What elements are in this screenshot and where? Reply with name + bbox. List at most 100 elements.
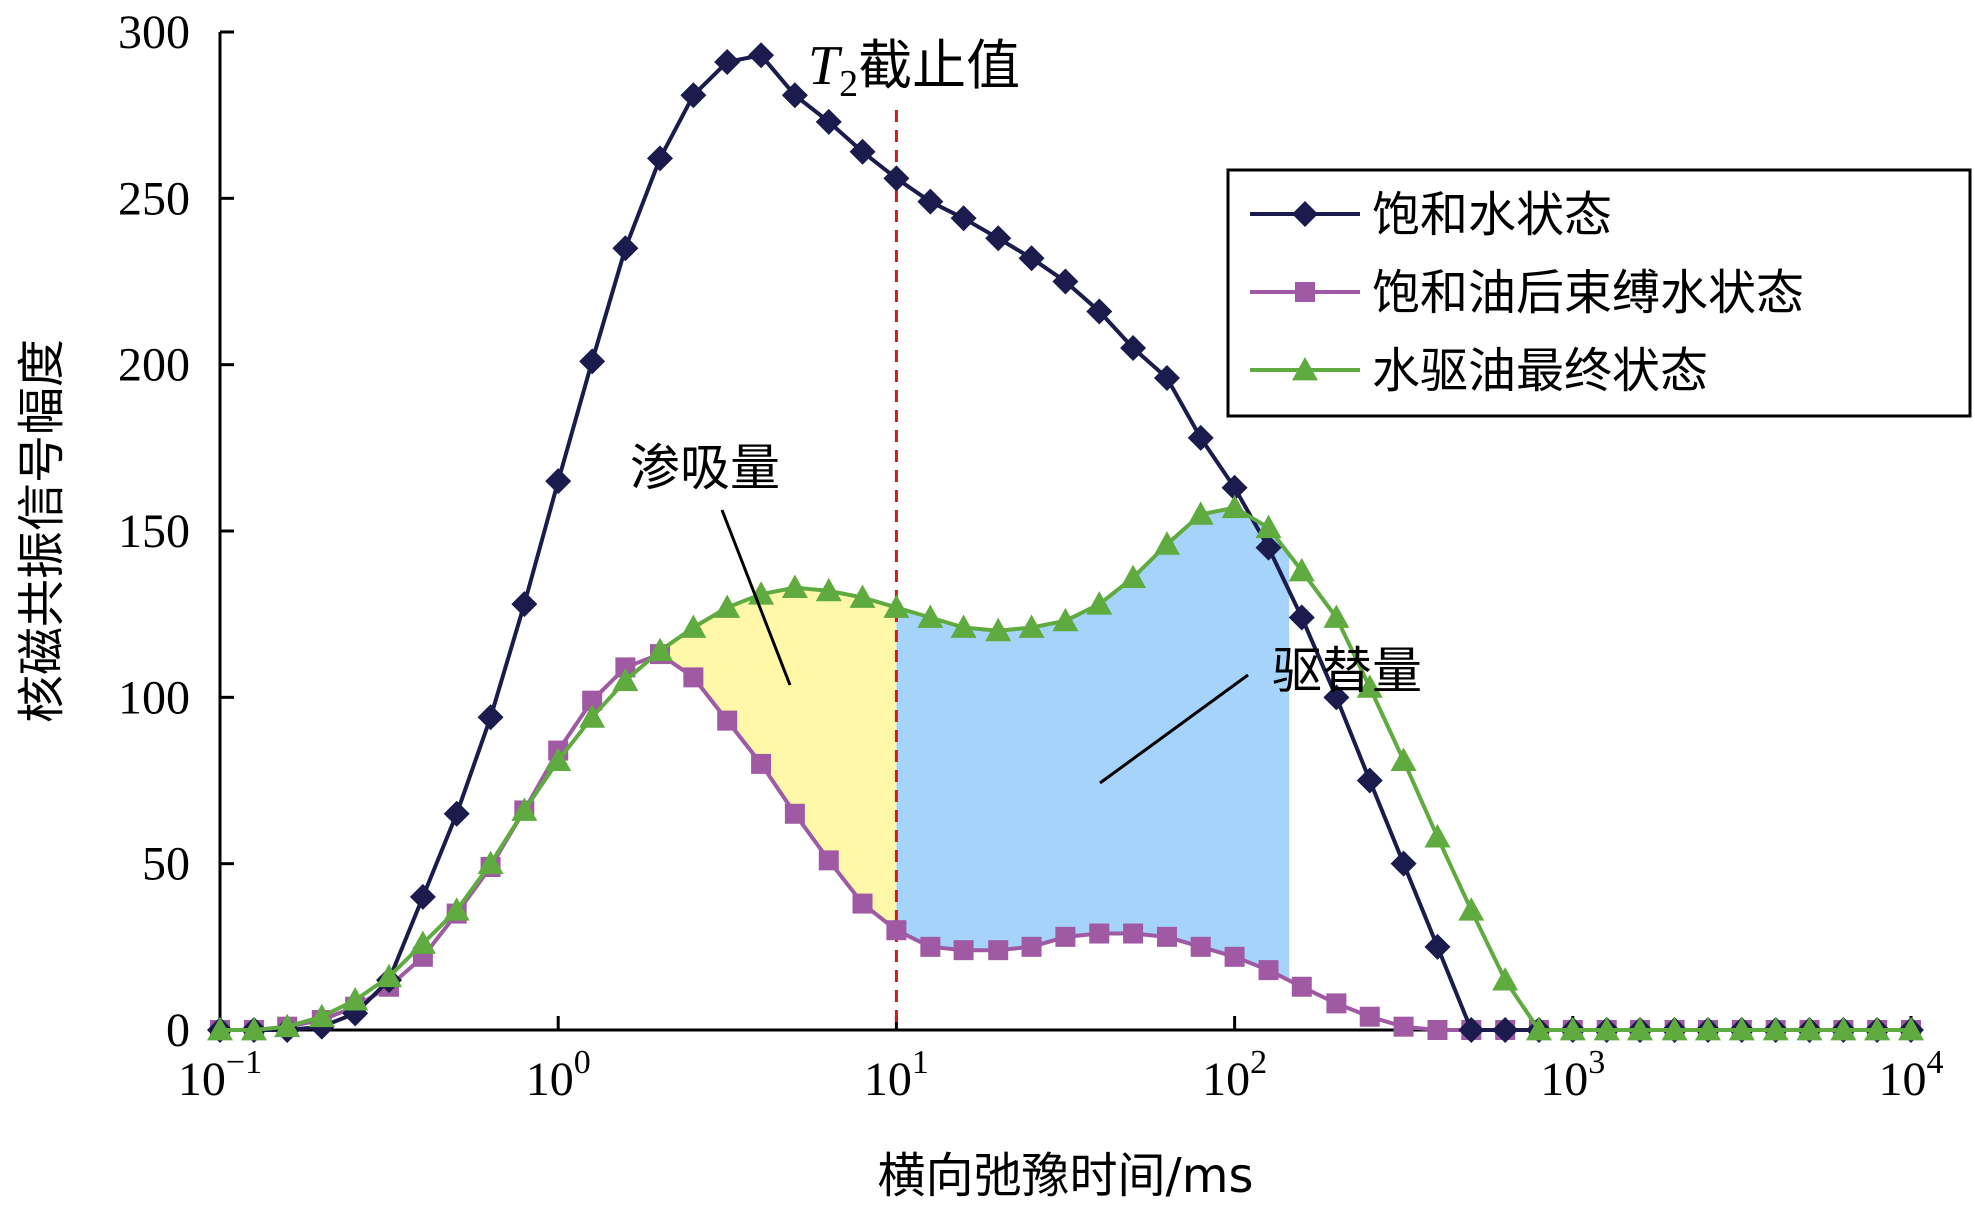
data-point-square xyxy=(717,710,738,731)
legend-label: 饱和油后束缚水状态 xyxy=(1372,265,1804,321)
data-point-triangle xyxy=(1796,1017,1823,1041)
data-point-triangle xyxy=(1356,674,1383,698)
data-point-triangle xyxy=(1153,531,1180,555)
y-tick-label: 150 xyxy=(118,505,190,558)
data-point-triangle xyxy=(849,584,876,608)
x-tick-label: 10−1 xyxy=(178,1044,262,1106)
data-point-diamond xyxy=(579,348,606,375)
data-point-square xyxy=(1291,976,1312,997)
data-point-triangle xyxy=(985,617,1012,642)
y-tick-label: 300 xyxy=(118,6,190,59)
data-point-square xyxy=(818,850,839,871)
data-point-triangle xyxy=(781,574,808,598)
cutoff-label: T2截止值 xyxy=(808,34,1020,105)
data-point-square xyxy=(1326,993,1347,1014)
y-tick-label: 0 xyxy=(166,1004,190,1057)
data-point-triangle xyxy=(409,930,436,954)
data-point-diamond xyxy=(1458,1017,1485,1043)
x-tick-label: 104 xyxy=(1879,1044,1944,1106)
series-triangle xyxy=(207,494,1924,1041)
y-tick-label: 200 xyxy=(118,339,190,392)
data-point-square xyxy=(751,753,772,774)
data-point-diamond xyxy=(1086,298,1113,325)
data-point-square xyxy=(1224,946,1245,967)
data-point-triangle xyxy=(1492,967,1519,991)
data-point-square xyxy=(1156,926,1177,947)
data-point-triangle xyxy=(1864,1017,1891,1041)
data-point-triangle xyxy=(1086,591,1113,615)
x-axis-title: 横向弛豫时间/ms xyxy=(878,1148,1254,1204)
data-point-diamond xyxy=(985,225,1012,252)
data-point-diamond xyxy=(1187,424,1214,451)
data-point-square xyxy=(1258,960,1279,981)
data-point-triangle xyxy=(1559,1017,1586,1041)
data-point-diamond xyxy=(545,468,572,495)
data-point-square xyxy=(1021,936,1042,957)
data-point-diamond xyxy=(1288,604,1315,631)
data-point-triangle xyxy=(443,897,470,921)
data-point-triangle xyxy=(1728,1017,1755,1041)
data-point-square xyxy=(582,690,603,711)
data-point-diamond xyxy=(647,145,674,172)
data-point-square xyxy=(1427,1020,1448,1040)
data-point-triangle xyxy=(511,797,538,821)
data-point-triangle xyxy=(240,1017,267,1041)
data-point-triangle xyxy=(1187,501,1214,525)
data-point-triangle xyxy=(815,577,842,602)
data-point-triangle xyxy=(308,1003,335,1028)
y-tick-label: 50 xyxy=(142,838,190,891)
data-point-triangle xyxy=(1323,604,1350,628)
data-point-diamond xyxy=(443,800,470,827)
data-point-square xyxy=(683,667,704,688)
data-point-square xyxy=(886,920,907,941)
data-point-diamond xyxy=(1424,933,1451,960)
data-point-triangle xyxy=(1390,747,1417,771)
data-point-diamond xyxy=(477,704,504,731)
legend-item: 饱和油后束缚水状态 xyxy=(1250,265,1804,321)
data-point-triangle xyxy=(680,614,707,638)
data-point-triangle xyxy=(1120,564,1147,588)
y-tick-label: 100 xyxy=(118,671,190,724)
data-point-triangle xyxy=(1593,1017,1620,1041)
data-point-triangle xyxy=(1762,1017,1789,1041)
data-point-triangle xyxy=(375,963,402,988)
data-point-triangle xyxy=(1018,614,1045,638)
x-tick-label: 100 xyxy=(526,1044,591,1106)
data-point-diamond xyxy=(849,138,876,165)
data-point-diamond xyxy=(1356,767,1383,794)
data-point-triangle xyxy=(1458,897,1485,921)
legend-item: 饱和水状态 xyxy=(1250,187,1612,243)
data-point-triangle xyxy=(1626,1017,1653,1041)
data-point-square xyxy=(1055,926,1076,947)
data-point-square xyxy=(1393,1016,1414,1037)
series-group xyxy=(207,42,1924,1043)
data-point-diamond xyxy=(883,165,910,192)
data-point-triangle xyxy=(1661,1017,1688,1041)
annotation-imbibition-leader xyxy=(720,509,792,686)
data-point-diamond xyxy=(917,188,944,215)
annotation-imbibition: 渗吸量 xyxy=(630,439,780,497)
data-point-diamond xyxy=(781,82,808,109)
annotation-displacement: 驱替量 xyxy=(1272,642,1422,700)
data-point-triangle xyxy=(883,594,910,618)
data-point-triangle xyxy=(342,987,369,1011)
data-point-triangle xyxy=(1292,357,1318,381)
data-point-diamond xyxy=(511,591,538,618)
data-point-triangle xyxy=(917,604,944,628)
data-point-diamond xyxy=(612,235,639,262)
data-point-triangle xyxy=(1255,514,1282,539)
data-point-triangle xyxy=(579,704,606,728)
data-point-triangle xyxy=(477,850,504,875)
y-axis-title: 核磁共振信号幅度 xyxy=(14,339,70,723)
data-point-square xyxy=(615,657,636,678)
data-point-square xyxy=(852,893,873,914)
data-point-diamond xyxy=(1153,364,1180,391)
data-point-triangle xyxy=(1525,1017,1552,1041)
t2-cutoff: T2截止值 xyxy=(808,34,1020,1030)
data-point-triangle xyxy=(950,614,977,638)
data-point-diamond xyxy=(1323,684,1350,711)
displacement-fill xyxy=(896,508,1290,981)
data-point-triangle xyxy=(1221,494,1248,519)
